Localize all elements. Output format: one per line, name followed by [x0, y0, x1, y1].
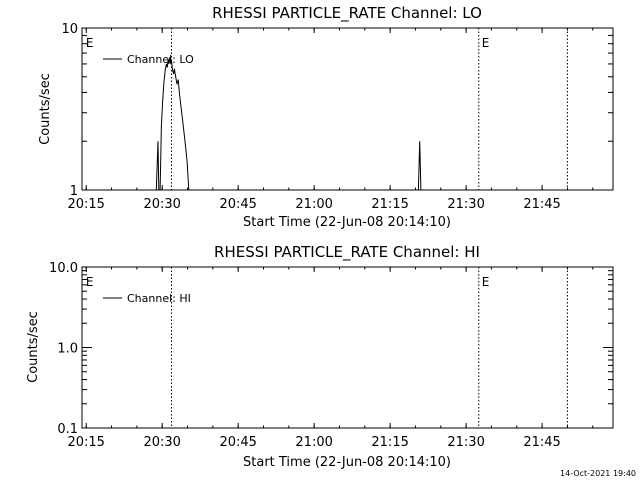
x-tick-label: 20:45 — [219, 197, 256, 212]
x-tick-label: 21:15 — [371, 197, 408, 212]
y-tick-label: 10 — [61, 22, 78, 37]
x-ticks: 20:15 20:30 20:45 21:00 21:15 21:30 21:45 — [67, 28, 594, 212]
x-tick-label: 20:45 — [219, 435, 256, 450]
panel-hi: RHESSI PARTICLE_RATE Channel: HI Counts/… — [26, 243, 614, 470]
x-tick-label: 21:30 — [447, 435, 484, 450]
x-tick-label: 21:00 — [295, 197, 332, 212]
plot-frame — [81, 27, 614, 191]
x-tick-label: 20:30 — [143, 197, 180, 212]
y-tick-label: 10.0 — [49, 261, 78, 276]
x-axis-label: Start Time (22-Jun-08 20:14:10) — [243, 215, 451, 230]
x-tick-label: 21:45 — [523, 435, 560, 450]
legend: Channel: LO — [103, 53, 194, 66]
x-tick-label: 20:30 — [143, 435, 180, 450]
x-axis-label: Start Time (22-Jun-08 20:14:10) — [243, 455, 451, 470]
x-tick-label: 21:30 — [447, 197, 484, 212]
series-line — [155, 57, 190, 191]
chart-title: RHESSI PARTICLE_RATE Channel: HI — [214, 243, 480, 262]
event-marker-label: E — [86, 36, 94, 50]
legend: Channel: HI — [103, 292, 191, 305]
x-tick-label: 20:15 — [67, 197, 104, 212]
series-group — [155, 57, 422, 191]
x-tick-label: 20:15 — [67, 435, 104, 450]
legend-label: Channel: HI — [127, 292, 191, 305]
x-tick-label: 21:15 — [371, 435, 408, 450]
legend-label: Channel: LO — [127, 53, 194, 66]
y-ticks: 0.1 1.0 10.0 — [49, 261, 613, 437]
y-axis-label: Counts/sec — [38, 73, 53, 145]
chart-title: RHESSI PARTICLE_RATE Channel: LO — [212, 4, 482, 23]
panel-lo: RHESSI PARTICLE_RATE Channel: LO Counts/… — [38, 4, 614, 230]
footer-timestamp: 14-Oct-2021 19:40 — [560, 469, 636, 478]
event-marker-label: E — [86, 275, 94, 289]
event-marker-label: E — [482, 275, 490, 289]
x-tick-label: 21:00 — [295, 435, 332, 450]
x-tick-label: 21:45 — [523, 197, 560, 212]
y-tick-label: 1.0 — [57, 342, 78, 357]
y-tick-label: 0.1 — [57, 422, 78, 437]
series-line — [417, 141, 422, 191]
x-ticks: 20:15 20:30 20:45 21:00 21:15 21:30 21:45 — [67, 267, 594, 450]
y-tick-label: 1 — [70, 184, 78, 199]
event-marker-label: E — [482, 36, 490, 50]
y-ticks: 1 10 — [61, 22, 613, 199]
y-axis-label: Counts/sec — [26, 311, 41, 383]
